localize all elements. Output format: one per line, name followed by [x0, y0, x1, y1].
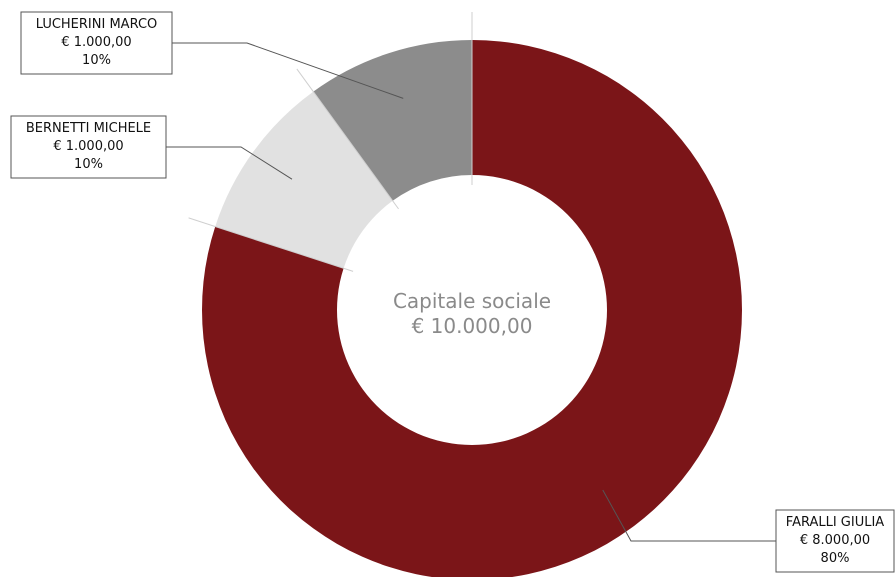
- label-percent: 10%: [82, 53, 111, 68]
- label-percent: 10%: [74, 157, 103, 172]
- leader-line-lucherini-marco: [172, 42, 404, 99]
- label-box: [10, 115, 167, 179]
- center-label: Capitale sociale € 10.000,00: [393, 289, 551, 338]
- label-box: [20, 11, 173, 75]
- label-amount: € 8.000,00: [800, 533, 870, 548]
- slice-labels-group: FARALLI GIULIA € 8.000,00 80% BERNETTI MICH…: [10, 11, 895, 573]
- label-box: [775, 509, 895, 573]
- leader-line-faralli-giulia: [602, 489, 776, 542]
- slice-label-faralli-giulia: FARALLI GIULIA € 8.000,00 80%: [775, 509, 895, 573]
- label-name: BERNETTI MICHELE: [26, 121, 151, 136]
- slice-separator: [188, 217, 354, 272]
- label-amount: € 1.000,00: [61, 35, 131, 50]
- label-amount: € 1.000,00: [53, 139, 123, 154]
- slice-faralli-giulia[interactable]: [202, 40, 742, 577]
- label-name: LUCHERINI MARCO: [36, 17, 158, 32]
- slice-label-lucherini-marco: LUCHERINI MARCO € 1.000,00 10%: [20, 11, 173, 75]
- center-title: Capitale sociale: [393, 289, 551, 313]
- slice-bernetti-michele[interactable]: [215, 91, 393, 269]
- leader-lines-group: [166, 12, 776, 542]
- leader-line-bernetti-michele: [166, 146, 293, 180]
- label-name: FARALLI GIULIA: [786, 515, 885, 530]
- slice-separator: [296, 68, 399, 210]
- label-percent: 80%: [821, 551, 850, 566]
- center-value: € 10.000,00: [412, 314, 533, 338]
- slice-label-bernetti-michele: BERNETTI MICHELE € 1.000,00 10%: [10, 115, 167, 179]
